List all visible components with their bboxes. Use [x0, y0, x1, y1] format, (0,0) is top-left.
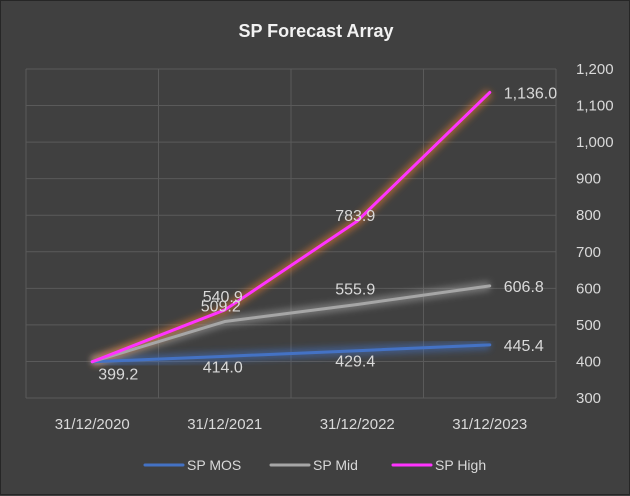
chart-title: SP Forecast Array — [238, 21, 393, 41]
data-label: 1,136.0 — [504, 85, 557, 102]
data-label: 429.4 — [335, 354, 375, 371]
y-tick-label: 1,000 — [576, 134, 614, 151]
data-label: 540.9 — [203, 289, 243, 306]
legend-label: SP Mid — [313, 457, 358, 473]
legend-label: SP MOS — [187, 457, 241, 473]
legend: SP MOS SP Mid SP High — [145, 457, 486, 473]
y-tick-label: 700 — [576, 244, 601, 261]
legend-label: SP High — [435, 457, 486, 473]
y-tick-label: 300 — [576, 390, 601, 407]
data-label: 783.9 — [335, 208, 375, 225]
y-tick-label: 400 — [576, 353, 601, 370]
y-tick-label: 1,200 — [576, 61, 614, 78]
y-tick-label: 800 — [576, 207, 601, 224]
data-label: 606.8 — [504, 279, 544, 296]
data-label: 445.4 — [504, 338, 544, 355]
axis-labels: 300 400 500 600 700 800 900 1,000 1,100 1,200 31/1… — [55, 61, 614, 433]
data-label: 414.0 — [203, 359, 243, 376]
y-tick-label: 600 — [576, 280, 601, 297]
y-tick-label: 1,100 — [576, 98, 614, 115]
data-label: 399.2 — [98, 367, 138, 384]
y-tick-label: 900 — [576, 171, 601, 188]
y-tick-label: 500 — [576, 317, 601, 334]
x-tick-label: 31/12/2023 — [452, 416, 527, 433]
data-label: 555.9 — [335, 281, 375, 298]
x-tick-label: 31/12/2022 — [320, 416, 395, 433]
x-tick-label: 31/12/2020 — [55, 416, 130, 433]
x-tick-label: 31/12/2021 — [187, 416, 262, 433]
